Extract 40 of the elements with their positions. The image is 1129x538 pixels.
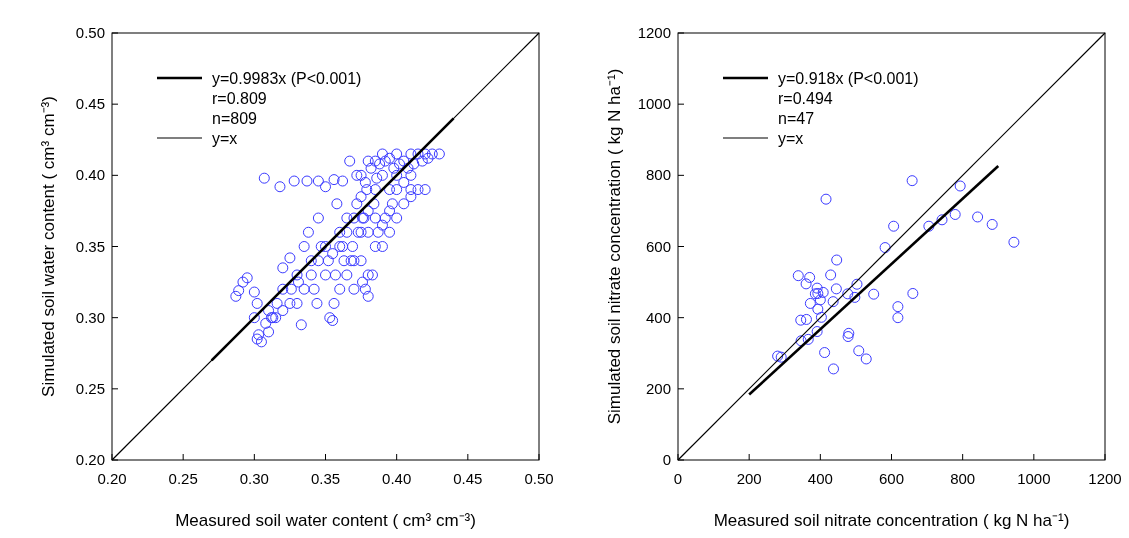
x-tick-label: 1200 xyxy=(1088,470,1122,487)
x-tick-label: 800 xyxy=(950,470,976,487)
x-tick-label: 600 xyxy=(878,470,905,487)
x-tick-label: 400 xyxy=(807,470,833,487)
x-tick-label: 0.25 xyxy=(168,470,198,487)
y-tick-label: 0.35 xyxy=(75,237,105,255)
x-tick-label: 0.50 xyxy=(524,470,554,487)
y-axis-title: Simulated soil nitrate concentration ( kg N ha⁻¹) xyxy=(605,68,624,425)
y-tick-label: 800 xyxy=(645,166,671,184)
annotation: r=0.494 xyxy=(778,90,833,107)
annotation: n=809 xyxy=(212,110,258,127)
annotation: r=0.809 xyxy=(212,90,267,107)
y-tick-label: 0.20 xyxy=(75,451,105,468)
x-tick-label: 200 xyxy=(736,470,762,487)
y-tick-label: 0.45 xyxy=(75,95,105,113)
x-axis-title: Measured soil water content ( cm³ cm⁻³) xyxy=(175,511,476,530)
legend-label: y=0.9983x (P<0.001) xyxy=(212,70,362,87)
y-tick-label: 0 xyxy=(662,451,671,468)
x-tick-label: 0 xyxy=(673,470,683,487)
x-tick-label: 0.35 xyxy=(310,470,341,487)
y-tick-label: 0.30 xyxy=(75,308,105,326)
x-axis-title: Measured soil nitrate concentration ( kg N ha⁻¹) xyxy=(713,511,1070,530)
x-tick-label: 0.45 xyxy=(453,470,483,487)
y-tick-label: 0.50 xyxy=(75,24,105,41)
y-tick-label: 1200 xyxy=(637,24,671,41)
annotation: n=47 xyxy=(778,110,815,127)
x-tick-label: 0.30 xyxy=(239,470,269,487)
legend-label: y=x xyxy=(778,130,804,147)
legend-label: y=0.918x (P<0.001) xyxy=(778,70,919,87)
y-tick-label: 0.25 xyxy=(75,379,105,397)
y-tick-label: 1000 xyxy=(637,95,671,113)
x-tick-label: 0.40 xyxy=(382,470,412,487)
y-axis-title: Simulated soil water content ( cm³ cm⁻³) xyxy=(39,96,58,397)
y-tick-label: 0.40 xyxy=(75,166,105,184)
x-tick-label: 1000 xyxy=(1017,470,1051,487)
legend-label: y=x xyxy=(212,130,238,147)
x-tick-label: 0.20 xyxy=(97,470,127,487)
y-tick-label: 600 xyxy=(645,237,671,255)
y-tick-label: 400 xyxy=(645,308,671,326)
y-tick-label: 200 xyxy=(645,379,671,397)
